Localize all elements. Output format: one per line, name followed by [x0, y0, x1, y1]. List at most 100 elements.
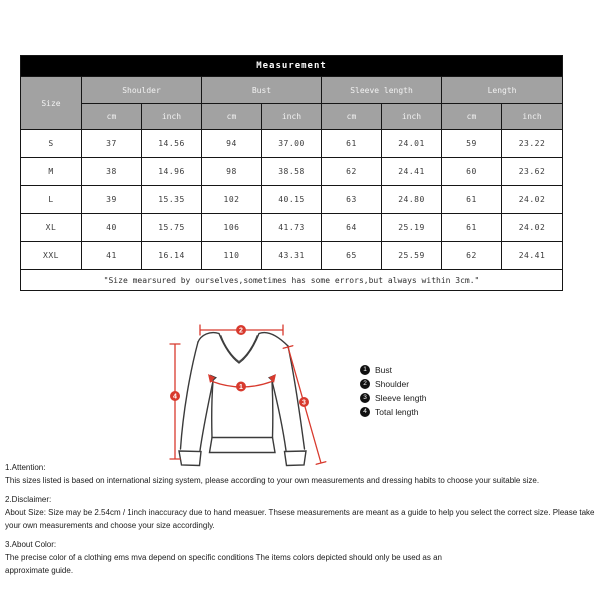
value-cell: 25.19	[381, 213, 442, 242]
legend-number-badge: 3	[360, 393, 370, 403]
value-cell: 37.00	[261, 129, 322, 158]
value-cell: 24.01	[381, 129, 442, 158]
table-title: Measurement	[19, 55, 564, 77]
legend-number-badge: 4	[360, 407, 370, 417]
note-attention: 1.Attention: This sizes listed is based …	[5, 461, 599, 487]
table-footnote-row: "Size mearsured by ourselves,sometimes h…	[19, 269, 564, 291]
sweater-diagram-svg: 2 4 3 1	[169, 324, 327, 467]
value-cell: 24.02	[500, 185, 564, 214]
size-cell: L	[20, 185, 82, 214]
value-cell: 24.80	[381, 185, 442, 214]
table-group-header-row: Size Shoulder Bust Sleeve length Length	[20, 76, 564, 130]
value-cell: 61	[321, 129, 382, 158]
value-cell: 63	[321, 185, 382, 214]
value-cell: 24.02	[500, 213, 564, 242]
sleeve-marker-number: 3	[302, 400, 306, 407]
size-cell: M	[20, 157, 82, 186]
note-disclaimer: 2.Disclaimer: About Size: Size may be 2.…	[5, 493, 599, 532]
value-cell: 14.96	[141, 157, 202, 186]
measurement-diagram: 2 4 3 1 1 Bust 2 Shoulder 3 Sleeve lengt…	[120, 312, 502, 478]
legend-item-shoulder: 2 Shoulder	[360, 379, 427, 389]
legend-number-badge: 1	[360, 365, 370, 375]
measurement-arrows	[169, 324, 327, 465]
shoulder-marker-number: 2	[239, 328, 243, 335]
table-row-xl: XL 40 15.75 106 41.73 64 25.19 61 24.02	[20, 213, 564, 242]
note-body: This sizes listed is based on internatio…	[5, 476, 540, 485]
value-cell: 61	[441, 185, 502, 214]
unit-header: inch	[141, 103, 202, 130]
table-unit-header-row: cm inch cm inch cm inch cm inch	[21, 103, 564, 130]
unit-header: cm	[81, 103, 142, 130]
unit-header: cm	[201, 103, 262, 130]
legend-number-badge: 2	[360, 379, 370, 389]
legend-label: Bust	[375, 365, 393, 375]
legend-label: Sleeve length	[375, 393, 427, 403]
legend-label: Shoulder	[375, 379, 410, 389]
value-cell: 62	[441, 241, 502, 270]
length-column-header: Length	[440, 76, 564, 104]
value-cell: 15.75	[141, 213, 202, 242]
value-cell: 38.58	[261, 157, 322, 186]
value-cell: 43.31	[261, 241, 322, 270]
table-row-s: S 37 14.56 94 37.00 61 24.01 59 23.22	[20, 129, 564, 158]
note-heading: 3.About Color:	[5, 540, 57, 549]
size-column-header: Size	[20, 76, 82, 130]
value-cell: 23.62	[500, 157, 564, 186]
value-cell: 102	[201, 185, 262, 214]
value-cell: 24.41	[500, 241, 564, 270]
note-body: About Size: Size may be 2.54cm / 1inch i…	[5, 508, 595, 530]
value-cell: 65	[321, 241, 382, 270]
value-cell: 61	[441, 213, 502, 242]
bust-marker-number: 1	[239, 384, 243, 391]
unit-header: cm	[441, 103, 502, 130]
value-cell: 23.22	[500, 129, 564, 158]
sleeve-column-header: Sleeve length	[321, 76, 442, 104]
total-length-arrow	[169, 343, 181, 460]
size-cell: XL	[20, 213, 82, 242]
value-cell: 41.73	[261, 213, 322, 242]
table-row-l: L 39 15.35 102 40.15 63 24.80 61 24.02	[20, 185, 564, 214]
note-about-color: 3.About Color: The precise color of a cl…	[5, 538, 599, 577]
unit-header: inch	[381, 103, 442, 130]
shoulder-marker-circle	[236, 325, 246, 335]
size-cell: S	[20, 129, 82, 158]
value-cell: 62	[321, 157, 382, 186]
value-cell: 64	[321, 213, 382, 242]
notes-section: 1.Attention: This sizes listed is based …	[5, 461, 599, 583]
value-cell: 14.56	[141, 129, 202, 158]
value-cell: 106	[201, 213, 262, 242]
value-cell: 60	[441, 157, 502, 186]
marker-badges: 2 4 3 1	[170, 325, 309, 407]
value-cell: 98	[201, 157, 262, 186]
table-row-xxl: XXL 41 16.14 110 43.31 65 25.59 62 24.41	[20, 241, 564, 270]
table-footnote: "Size mearsured by ourselves,sometimes h…	[19, 269, 564, 291]
value-cell: 110	[201, 241, 262, 270]
value-cell: 15.35	[141, 185, 202, 214]
value-cell: 40	[81, 213, 142, 242]
table-title-row: Measurement	[19, 55, 564, 77]
diagram-legend: 1 Bust 2 Shoulder 3 Sleeve length 4 Tota…	[360, 365, 427, 421]
note-heading: 1.Attention:	[5, 463, 46, 472]
value-cell: 24.41	[381, 157, 442, 186]
bust-column-header: Bust	[201, 76, 322, 104]
legend-item-total-length: 4 Total length	[360, 407, 427, 417]
value-cell: 25.59	[381, 241, 442, 270]
value-cell: 59	[441, 129, 502, 158]
total-length-marker-circle	[170, 391, 180, 401]
unit-header: inch	[261, 103, 322, 130]
sleeve-marker-circle	[299, 397, 309, 407]
legend-item-bust: 1 Bust	[360, 365, 427, 375]
legend-item-sleeve-length: 3 Sleeve length	[360, 393, 427, 403]
unit-header: inch	[500, 103, 564, 130]
value-cell: 40.15	[261, 185, 322, 214]
total-length-marker-number: 4	[173, 394, 177, 401]
value-cell: 38	[81, 157, 142, 186]
bust-marker-circle	[236, 381, 246, 392]
note-heading: 2.Disclaimer:	[5, 495, 52, 504]
value-cell: 37	[81, 129, 142, 158]
value-cell: 94	[201, 129, 262, 158]
note-body: The precise color of a clothing ems mva …	[5, 553, 442, 575]
unit-header: cm	[321, 103, 382, 130]
value-cell: 16.14	[141, 241, 202, 270]
